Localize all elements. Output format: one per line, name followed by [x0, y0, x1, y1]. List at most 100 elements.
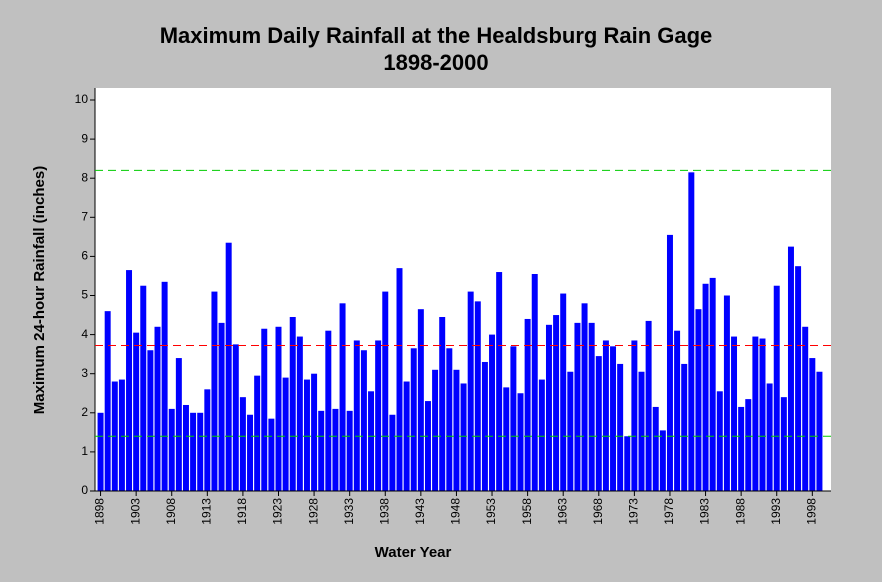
bar	[773, 285, 780, 491]
bar	[126, 270, 133, 491]
bar	[780, 397, 787, 491]
bar	[346, 410, 353, 491]
bar	[787, 246, 794, 491]
bar	[467, 291, 474, 491]
x-tick-label: 1973	[627, 498, 641, 525]
x-tick-label: 1948	[449, 498, 463, 525]
bar	[731, 336, 738, 491]
bar	[311, 373, 318, 491]
x-tick-label: 1968	[591, 498, 605, 525]
bar	[617, 363, 624, 491]
bar	[460, 383, 467, 491]
bar	[602, 340, 609, 491]
bar	[289, 317, 296, 491]
bar	[325, 330, 332, 491]
bar	[624, 436, 631, 491]
bar	[296, 336, 303, 491]
bar	[175, 358, 182, 491]
bar	[133, 332, 140, 491]
bar	[645, 320, 652, 491]
y-tick-label: 2	[81, 405, 88, 419]
bar	[232, 344, 239, 491]
y-tick-label: 1	[81, 444, 88, 458]
bar	[759, 338, 766, 491]
bar	[666, 234, 673, 491]
bar	[474, 301, 481, 491]
bar	[723, 295, 730, 491]
bar	[816, 371, 823, 491]
bar	[560, 293, 567, 491]
bar	[802, 326, 809, 491]
bar	[702, 283, 709, 491]
bar	[481, 361, 488, 491]
bar	[517, 393, 524, 491]
bar	[339, 303, 346, 491]
bar	[197, 412, 204, 491]
bar	[588, 322, 595, 491]
x-axis-label: Water Year	[375, 544, 452, 561]
bar	[695, 309, 702, 491]
bar	[439, 317, 446, 491]
x-tick-label: 1913	[199, 498, 213, 525]
bar	[688, 172, 695, 491]
bar	[382, 291, 389, 491]
y-tick-label: 7	[81, 209, 88, 223]
x-tick-label: 1978	[662, 498, 676, 525]
bar	[610, 346, 617, 491]
bar	[318, 410, 325, 491]
x-tick-label: 1943	[413, 498, 427, 525]
bar	[489, 334, 496, 491]
bar	[510, 346, 517, 491]
bar	[182, 404, 189, 491]
y-tick-label: 4	[81, 327, 88, 341]
y-tick-label: 5	[81, 288, 88, 302]
x-tick-label: 1923	[271, 498, 285, 525]
bar	[453, 369, 460, 491]
bar	[282, 377, 289, 491]
x-tick-label: 1933	[342, 498, 356, 525]
bar	[368, 391, 375, 491]
bar	[261, 328, 268, 491]
x-tick-label: 1898	[93, 498, 107, 525]
bar	[332, 408, 339, 491]
bar	[574, 322, 581, 491]
bar	[360, 350, 367, 491]
bar	[446, 348, 453, 491]
bar	[567, 371, 574, 491]
y-tick-label: 3	[81, 366, 88, 380]
bar	[140, 285, 147, 491]
bar	[424, 401, 431, 491]
bar	[118, 379, 125, 491]
bar	[225, 242, 232, 491]
bar	[652, 406, 659, 491]
x-tick-label: 1988	[733, 498, 747, 525]
bar	[496, 272, 503, 491]
x-tick-label: 1983	[698, 498, 712, 525]
bar	[709, 277, 716, 491]
y-tick-label: 9	[81, 131, 88, 145]
bar	[247, 414, 254, 491]
bar	[268, 418, 275, 491]
bar	[154, 326, 161, 491]
bar	[375, 340, 382, 491]
bar	[738, 406, 745, 491]
bar	[403, 381, 410, 491]
bar	[410, 348, 417, 491]
bar	[389, 414, 396, 491]
bar	[545, 324, 552, 491]
bar	[538, 379, 545, 491]
x-tick-label: 1993	[769, 498, 783, 525]
chart-title: Maximum Daily Rainfall at the Healdsburg…	[160, 23, 713, 48]
bar	[716, 391, 723, 491]
bar	[595, 356, 602, 491]
bar	[239, 397, 246, 491]
x-tick-label: 1998	[804, 498, 818, 525]
bar	[147, 350, 154, 491]
bar	[353, 340, 360, 491]
bar	[97, 412, 104, 491]
bar	[752, 336, 759, 491]
bar	[254, 375, 261, 491]
bar	[795, 266, 802, 491]
bar	[659, 430, 666, 491]
